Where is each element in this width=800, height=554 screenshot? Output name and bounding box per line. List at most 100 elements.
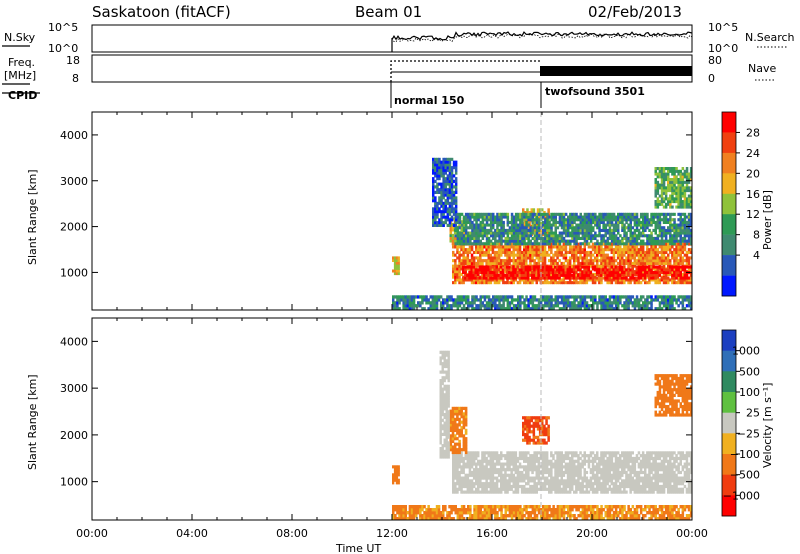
heatmap-cell xyxy=(454,454,457,458)
heatmap-cell xyxy=(444,166,447,170)
heatmap-cell xyxy=(393,465,397,469)
heatmap-cell xyxy=(535,236,539,240)
heatmap-cell xyxy=(581,259,584,263)
heatmap-cell xyxy=(460,476,463,480)
heatmap-cell xyxy=(506,212,510,216)
heatmap-cell xyxy=(581,298,585,302)
heatmap-cell xyxy=(581,228,585,232)
heatmap-cell xyxy=(392,304,395,308)
heatmap-cell xyxy=(591,242,595,246)
heatmap-cell xyxy=(442,157,445,161)
heatmap-cell xyxy=(470,259,474,263)
heatmap-cell xyxy=(417,304,420,308)
heatmap-cell xyxy=(675,250,678,254)
heatmap-cell xyxy=(464,301,468,305)
heatmap-cell xyxy=(671,270,674,274)
heatmap-cell xyxy=(572,268,576,272)
heatmap-cell xyxy=(506,250,509,254)
heatmap-cell xyxy=(660,167,664,171)
heatmap-cell xyxy=(468,261,472,265)
heatmap-cell xyxy=(629,268,632,272)
heatmap-cell xyxy=(471,307,474,311)
heatmap-cell xyxy=(564,281,568,285)
heatmap-cell xyxy=(512,278,515,282)
heatmap-cell xyxy=(448,160,452,164)
heatmap-cell xyxy=(491,468,495,472)
heatmap-cell xyxy=(487,482,490,486)
heatmap-cell xyxy=(500,451,503,455)
heatmap-cell xyxy=(648,273,651,277)
heatmap-cell xyxy=(497,256,501,260)
heatmap-cell xyxy=(479,234,482,238)
heatmap-cell xyxy=(448,196,452,200)
heatmap-cell xyxy=(436,166,439,170)
heatmap-cell xyxy=(514,234,518,238)
heatmap-cell xyxy=(592,298,595,302)
heatmap-cell xyxy=(654,169,657,173)
heatmap-cell xyxy=(520,256,524,260)
heatmap-cell xyxy=(491,470,495,475)
heatmap-cell xyxy=(454,468,457,472)
heatmap-cell xyxy=(477,226,480,230)
heatmap-cell xyxy=(506,304,510,308)
heatmap-cell xyxy=(650,295,653,299)
heatmap-cell xyxy=(567,231,570,235)
heatmap-cell xyxy=(429,304,432,308)
heatmap-cell xyxy=(598,250,601,254)
heatmap-cell xyxy=(554,451,557,455)
heatmap-cell xyxy=(562,281,566,285)
heatmap-cell xyxy=(514,248,518,252)
heatmap-cell xyxy=(508,250,511,254)
heatmap-cell xyxy=(518,281,522,285)
heatmap-cell xyxy=(500,462,503,466)
heatmap-cell xyxy=(483,465,486,469)
heatmap-cell xyxy=(619,242,622,246)
heatmap-cell xyxy=(683,268,687,272)
heatmap-cell xyxy=(398,295,401,299)
heatmap-cell xyxy=(464,231,468,235)
heatmap-cell xyxy=(662,167,666,171)
heatmap-cell xyxy=(585,301,589,305)
heatmap-cell xyxy=(514,462,518,466)
heatmap-cell xyxy=(487,250,490,254)
heatmap-cell xyxy=(512,250,515,254)
heatmap-cell xyxy=(612,278,616,282)
heatmap-cell xyxy=(491,490,495,494)
heatmap-cell xyxy=(685,298,689,302)
heatmap-cell xyxy=(604,248,607,252)
heatmap-cell xyxy=(434,179,437,183)
heatmap-cell xyxy=(644,220,647,224)
heatmap-cell xyxy=(508,468,511,472)
heatmap-cell xyxy=(644,256,647,260)
heatmap-cell xyxy=(669,197,672,201)
heatmap-cell xyxy=(438,171,441,175)
heatmap-cell xyxy=(537,265,540,269)
heatmap-cell xyxy=(667,212,670,216)
heatmap-cell xyxy=(554,223,557,227)
heatmap-cell xyxy=(487,470,490,475)
heatmap-cell xyxy=(494,215,497,219)
heatmap-cell xyxy=(527,304,530,308)
heatmap-cell xyxy=(689,228,693,232)
heatmap-cell xyxy=(508,456,511,461)
heatmap-cell xyxy=(525,212,528,216)
heatmap-cell xyxy=(583,234,587,238)
heatmap-cell xyxy=(671,169,674,173)
heatmap-cell xyxy=(446,193,450,197)
heatmap-cell xyxy=(550,218,553,222)
heatmap-cell xyxy=(667,200,670,204)
heatmap-cell xyxy=(466,459,470,463)
heatmap-cell xyxy=(683,276,687,280)
heatmap-cell xyxy=(468,490,472,494)
heatmap-cell xyxy=(485,295,489,299)
heatmap-cell xyxy=(506,456,509,461)
heatmap-cell xyxy=(543,273,546,277)
heatmap-cell xyxy=(493,278,497,282)
heatmap-cell xyxy=(510,253,513,257)
heatmap-cell xyxy=(450,298,453,302)
heatmap-cell xyxy=(656,259,659,263)
heatmap-cell xyxy=(458,261,461,265)
heatmap-cell xyxy=(510,236,514,240)
heatmap-cell xyxy=(679,172,682,176)
heatmap-cell xyxy=(456,234,460,238)
